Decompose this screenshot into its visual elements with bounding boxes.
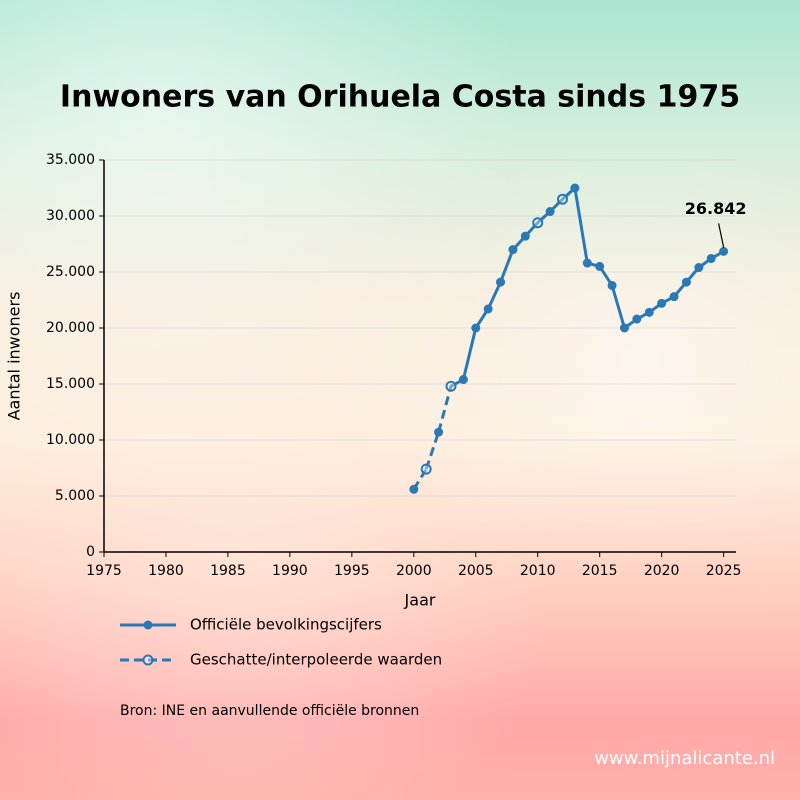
marker [471, 323, 481, 333]
x-axis-label: Jaar [404, 591, 436, 610]
marker [582, 258, 592, 268]
watermark: www.mijnalicante.nl [594, 748, 775, 769]
x-tick-label: 2000 [396, 563, 432, 579]
legend-marker [142, 654, 154, 666]
marker [632, 314, 642, 324]
annotation-arrow [718, 223, 725, 248]
marker [706, 254, 716, 264]
marker [719, 246, 729, 256]
source: Bron: INE en aanvullende officiële bronn… [120, 703, 419, 719]
marker-open [532, 217, 544, 229]
y-tick-label: 10.000 [46, 432, 95, 448]
y-axis-label: Aantal inwoners [5, 292, 24, 421]
line-segment [573, 186, 589, 265]
y-tick-label: 15.000 [46, 376, 95, 392]
y-tick-label: 30.000 [46, 208, 95, 224]
legend-label: Officiële bevolkingscijfers [190, 616, 382, 634]
chart-title: Inwoners van Orihuela Costa sinds 1975 [60, 80, 740, 115]
legend-label: Geschatte/interpoleerde waarden [190, 651, 442, 669]
marker [657, 298, 667, 308]
marker [619, 323, 629, 333]
marker [434, 427, 444, 437]
y-tick-label: 5.000 [55, 488, 95, 504]
marker [496, 277, 506, 287]
marker [570, 183, 580, 193]
value-label: 26.842 [685, 199, 747, 218]
line-segment [499, 248, 515, 284]
marker [681, 277, 691, 287]
x-tick-label: 2005 [458, 563, 494, 579]
marker [595, 261, 605, 271]
x-tick-label: 2025 [706, 563, 742, 579]
x-tick-label: 2015 [582, 563, 618, 579]
marker [694, 263, 704, 273]
line-segment-dashed [437, 385, 453, 433]
line-segment [461, 326, 478, 382]
marker-open [557, 193, 569, 205]
marker [545, 207, 555, 217]
line-segment-dashed [424, 431, 441, 470]
legend-marker [143, 620, 153, 630]
marker [669, 292, 679, 302]
x-tick-label: 1980 [148, 563, 184, 579]
marker [483, 304, 493, 314]
marker [409, 484, 419, 494]
x-tick-label: 1985 [210, 563, 246, 579]
line-segment [486, 280, 503, 311]
y-tick-label: 20.000 [46, 320, 95, 336]
marker-open [420, 463, 432, 475]
marker [458, 375, 468, 385]
line-segment [610, 283, 626, 330]
marker [644, 307, 654, 317]
marker [520, 231, 530, 241]
x-tick-label: 1990 [272, 563, 308, 579]
y-tick-label: 25.000 [46, 264, 95, 280]
x-tick-label: 1995 [334, 563, 370, 579]
y-tick-label: 35.000 [46, 152, 95, 168]
x-tick-label: 2020 [644, 563, 680, 579]
y-tick-label: 0 [86, 544, 95, 560]
x-tick-label: 1975 [86, 563, 122, 579]
marker [508, 245, 518, 255]
marker [607, 280, 617, 290]
marker-open [445, 380, 457, 392]
x-tick-label: 2010 [520, 563, 556, 579]
